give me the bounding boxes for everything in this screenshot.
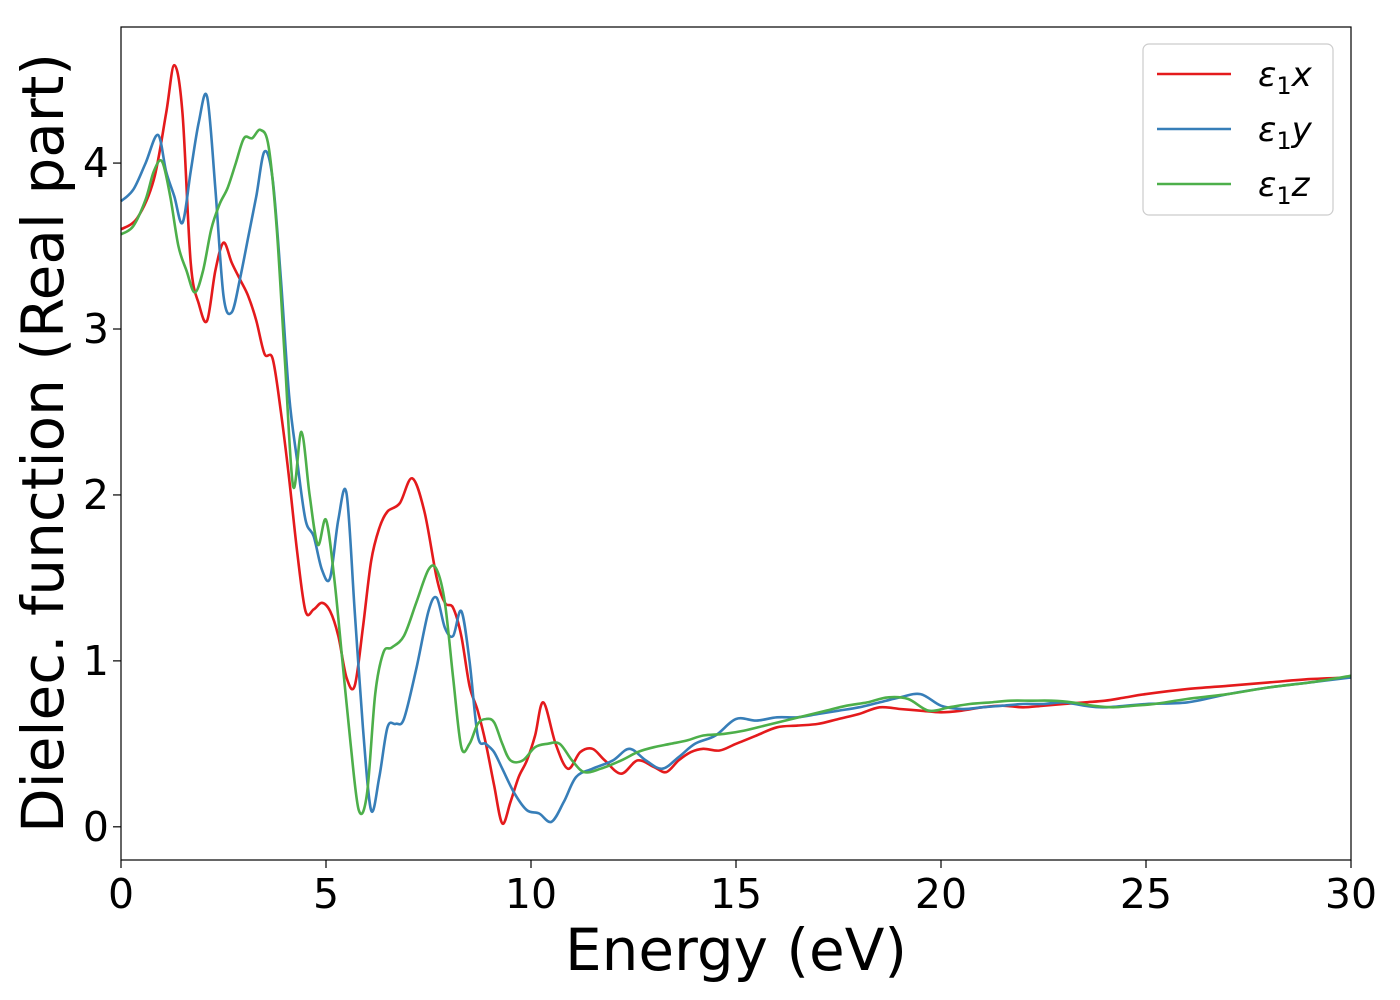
legend-label-1: ε1x: [1258, 55, 1313, 100]
y-tick-label: 1: [83, 637, 109, 685]
series-line-1: [120, 63, 1352, 825]
series-line-2: [120, 92, 1352, 824]
x-tick-label: 5: [313, 870, 339, 918]
legend-label-2: ε1y: [1258, 110, 1313, 155]
x-axis: 0 5 10 15 20 25 30: [108, 860, 1377, 918]
y-tick-label: 2: [83, 471, 109, 519]
x-tick-label: 15: [710, 870, 762, 918]
x-tick-label: 30: [1325, 870, 1377, 918]
x-tick-label: 10: [505, 870, 557, 918]
y-tick-label: 3: [83, 305, 109, 353]
y-tick-label: 4: [83, 139, 109, 187]
y-axis-label: Dielec. function (Real part): [9, 53, 77, 833]
series-line-3: [120, 128, 1352, 816]
legend-box: [1142, 43, 1334, 216]
x-tick-label: 25: [1120, 870, 1172, 918]
legend-label-3: ε1z: [1258, 165, 1311, 210]
x-axis-label: Energy (eV): [565, 916, 907, 984]
x-tick-label: 20: [915, 870, 967, 918]
x-tick-label: 0: [108, 870, 134, 918]
y-tick-label: 0: [83, 803, 109, 851]
y-axis: 0 1 2 3 4: [83, 139, 121, 851]
series-layer: [120, 63, 1352, 825]
legend: ε1x ε1y ε1z: [1142, 43, 1334, 216]
